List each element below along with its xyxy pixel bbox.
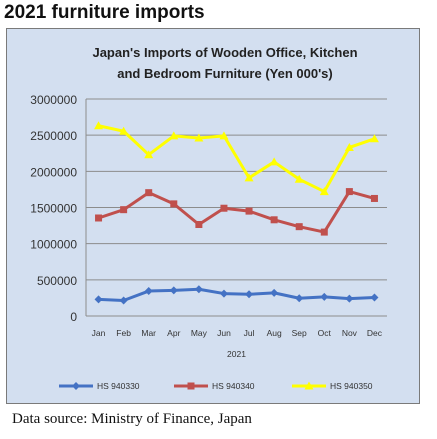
data-point [269, 157, 279, 166]
data-point [169, 131, 179, 140]
x-tick-label: Nov [342, 328, 358, 338]
data-point [169, 286, 178, 295]
legend-label: HS 940350 [330, 381, 373, 391]
chart-frame: Japan's Imports of Wooden Office, Kitche… [6, 28, 420, 404]
data-point [144, 287, 153, 296]
data-point [270, 216, 278, 224]
y-tick-label: 0 [70, 310, 77, 324]
data-point [295, 223, 303, 231]
data-point [194, 133, 204, 142]
data-point [170, 200, 178, 208]
x-tick-label: Aug [267, 328, 282, 338]
x-tick-label: Feb [116, 328, 131, 338]
x-tick-label: Dec [367, 328, 383, 338]
data-point [145, 189, 153, 197]
data-point [344, 142, 354, 151]
legend-marker [72, 382, 80, 390]
data-point [320, 228, 328, 236]
chart-title-line: and Bedroom Furniture (Yen 000's) [117, 66, 332, 81]
data-point [345, 188, 353, 196]
series-line-3 [98, 124, 375, 194]
data-point [319, 187, 329, 196]
x-tick-label: Jan [92, 328, 106, 338]
y-tick-label: 2500000 [30, 129, 77, 143]
series-line-2 [98, 190, 375, 234]
x-tick-label: Sep [292, 328, 307, 338]
data-point [370, 293, 379, 302]
legend-marker [187, 382, 195, 390]
data-point [270, 288, 279, 297]
data-point [245, 290, 254, 299]
data-point [244, 173, 254, 182]
data-point [370, 194, 378, 202]
y-tick-label: 3000000 [30, 93, 77, 107]
data-point [119, 296, 128, 305]
y-tick-label: 2000000 [30, 165, 77, 179]
y-tick-label: 500000 [37, 274, 77, 288]
page-heading: 2021 furniture imports [4, 2, 205, 23]
data-point [119, 126, 129, 135]
data-point [219, 131, 229, 140]
data-source-note: Data source: Ministry of Finance, Japan [12, 411, 252, 427]
data-point [245, 207, 253, 215]
line-chart: Japan's Imports of Wooden Office, Kitche… [30, 45, 387, 391]
x-tick-label: Apr [167, 328, 180, 338]
y-tick-label: 1000000 [30, 238, 77, 252]
legend-label: HS 940340 [212, 381, 255, 391]
legend-label: HS 940330 [97, 381, 140, 391]
chart-title-line: Japan's Imports of Wooden Office, Kitche… [92, 45, 357, 60]
x-tick-label: Jun [217, 328, 231, 338]
data-point [94, 121, 104, 130]
series-line-1 [98, 287, 375, 302]
x-tick-label: Mar [141, 328, 156, 338]
x-axis-title: 2021 [227, 349, 246, 359]
data-point [345, 294, 354, 303]
data-point [294, 174, 304, 183]
data-point [195, 220, 203, 228]
x-tick-label: May [191, 328, 208, 338]
x-tick-label: Oct [318, 328, 332, 338]
legend-marker [304, 381, 314, 390]
y-tick-label: 1500000 [30, 202, 77, 216]
x-tick-label: Jul [244, 328, 255, 338]
data-point [219, 289, 228, 298]
data-point [220, 204, 228, 212]
data-point [144, 150, 154, 159]
data-point [320, 292, 329, 301]
data-point [369, 134, 379, 143]
data-point [95, 214, 103, 222]
data-point [120, 206, 128, 214]
data-point [94, 295, 103, 304]
data-point [295, 294, 304, 303]
data-point [194, 285, 203, 294]
